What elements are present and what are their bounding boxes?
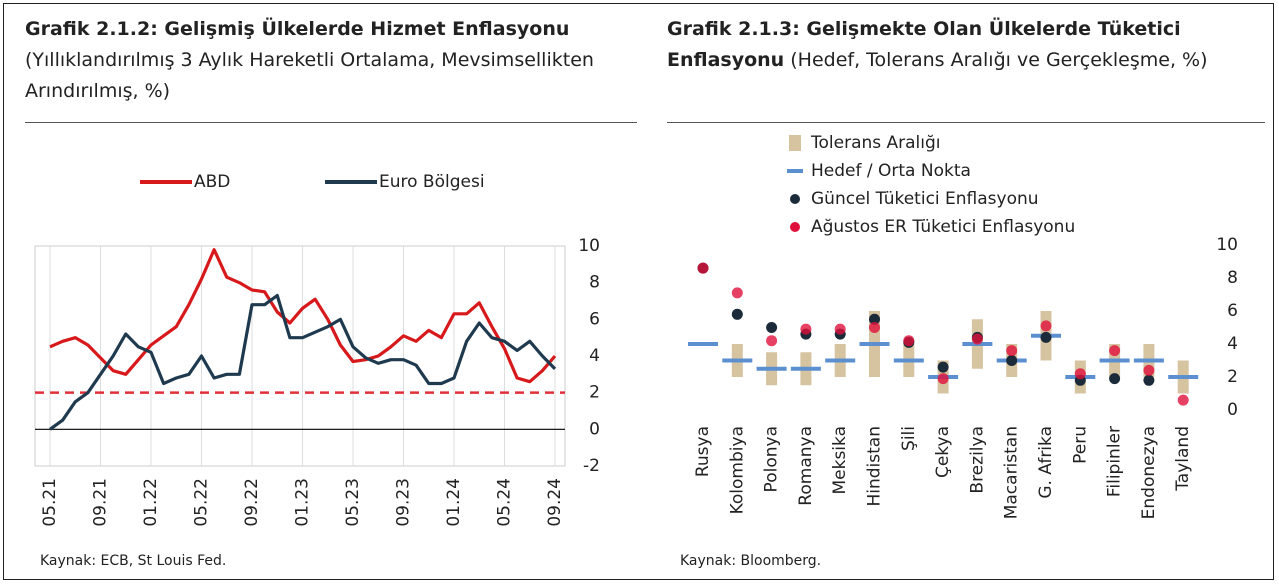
x-tick-label: 01.23: [293, 478, 313, 527]
y-tick-label: 10: [578, 236, 600, 256]
dot: [903, 335, 915, 347]
y-tick-label: 8: [1227, 268, 1238, 288]
y-tick-label: 6: [589, 309, 600, 329]
x-tick-label: Polonya: [762, 426, 782, 492]
source: Kaynak: Bloomberg.: [680, 553, 822, 569]
legend-swatch: [790, 222, 800, 232]
y-tick-label: 0: [589, 419, 600, 439]
dot: [834, 323, 846, 335]
x-tick-label: 05.21: [40, 478, 60, 527]
chart-heading: Grafik 2.1.3: Gelişmekte Olan Ülkelerde …: [667, 14, 1267, 76]
legend-swatch: [790, 194, 800, 204]
x-tick-label: 05.22: [192, 478, 212, 527]
dot: [766, 322, 778, 333]
x-tick-label: Tayland: [1173, 426, 1193, 492]
dot: [1074, 368, 1086, 380]
chart-subtitle: (Hedef, Tolerans Aralığı ve Gerçekleşme,…: [790, 49, 1208, 71]
x-tick-label: 09.22: [242, 478, 262, 527]
legend-label: ABD: [194, 172, 230, 192]
plot-frame: [34, 245, 566, 467]
line-series: [49, 248, 557, 384]
dot: [869, 313, 880, 325]
dot: [869, 322, 880, 333]
y-tick-label: -2: [583, 456, 600, 476]
chart-title: Grafik 2.1.2: Gelişmiş Ülkelerde Hizmet …: [25, 18, 570, 40]
dot: [1109, 373, 1121, 385]
legend-label: Tolerans Aralığı: [810, 133, 941, 153]
x-tick-label: Meksika: [830, 426, 850, 495]
dot: [1177, 394, 1189, 406]
y-tick-label: 10: [1216, 235, 1238, 255]
dot: [1143, 364, 1155, 376]
dot: [766, 335, 778, 347]
dot: [800, 323, 812, 335]
line-series: [49, 293, 557, 431]
dot: [971, 333, 983, 345]
dot: [1040, 331, 1052, 343]
legend-label: Güncel Tüketici Enflasyonu: [811, 189, 1039, 209]
x-tick-label: 05.24: [495, 478, 515, 527]
x-tick-label: 09.21: [91, 478, 111, 527]
x-tick-label: 09.23: [394, 478, 414, 527]
y-tick-label: 2: [1227, 367, 1238, 387]
title-rule: [25, 122, 637, 123]
x-tick-label: Romanya: [796, 426, 816, 506]
y-tick-label: 6: [1227, 301, 1238, 321]
x-tick-label: Şili: [899, 426, 919, 451]
x-tick-label: 01.24: [444, 478, 464, 527]
chart-subtitle: (Yıllıklandırılmış 3 Aylık Hareketli Ort…: [25, 49, 594, 102]
x-tick-label: 01.22: [141, 478, 161, 527]
y-tick-label: 0: [1227, 400, 1238, 420]
dot: [1006, 345, 1018, 357]
frame: [3, 3, 1274, 580]
chart-heading: Grafik 2.1.2: Gelişmiş Ülkelerde Hizmet …: [25, 14, 625, 107]
chart-title: Grafik 2.1.3: Gelişmekte Olan Ülkelerde …: [667, 18, 1181, 71]
dot: [1109, 345, 1121, 357]
x-tick-label: Rusya: [693, 426, 713, 477]
x-tick-label: Çekya: [933, 426, 953, 478]
dot: [937, 361, 949, 373]
y-tick-label: 2: [589, 383, 600, 403]
y-tick-label: 8: [589, 273, 600, 293]
legend-label: Euro Bölgesi: [379, 172, 485, 192]
x-tick-label: 05.23: [343, 478, 363, 527]
y-tick-label: 4: [589, 346, 600, 366]
y-tick-label: 4: [1227, 334, 1238, 354]
dot: [731, 308, 743, 320]
source: Kaynak: ECB, St Louis Fed.: [40, 553, 227, 569]
x-tick-label: Peru: [1070, 426, 1090, 464]
title-rule: [667, 122, 1265, 123]
legend-label: Hedef / Orta Nokta: [811, 161, 971, 181]
dot: [1040, 320, 1052, 332]
x-tick-label: Hindistan: [865, 426, 885, 507]
dot: [1143, 374, 1155, 386]
x-tick-label: Macaristan: [1002, 426, 1022, 519]
x-tick-label: Filipinler: [1105, 426, 1125, 497]
x-tick-label: 09.24: [545, 478, 565, 527]
legend-label: Ağustos ER Tüketici Enflasyonu: [811, 217, 1075, 237]
dot: [697, 262, 709, 274]
legend-swatch: [789, 135, 801, 151]
dot: [1006, 355, 1018, 366]
x-tick-label: Endonezya: [1139, 426, 1159, 519]
dot: [731, 287, 743, 299]
x-tick-label: G. Afrika: [1036, 426, 1056, 499]
x-tick-label: Brezilya: [967, 426, 987, 494]
dot: [937, 373, 949, 385]
x-tick-label: Kolombiya: [727, 426, 747, 514]
